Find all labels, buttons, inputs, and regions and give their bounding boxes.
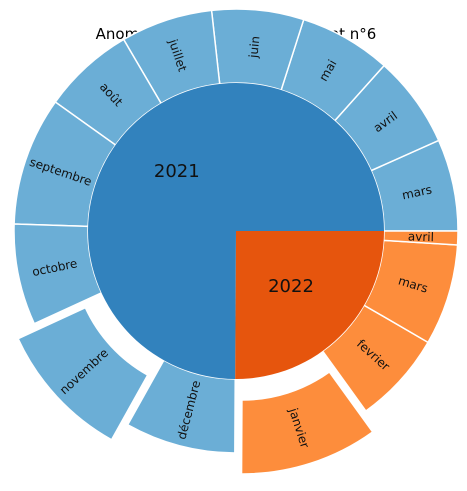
- month-wedge-2021-novembre: [17, 306, 149, 441]
- month-wedge-2021-decembre: [126, 359, 236, 454]
- year-label-2021: 2021: [154, 161, 200, 182]
- year-wedge-2022: [235, 231, 385, 380]
- month-ring: marsavrilmaijuinjuilletaoûtseptembreocto…: [13, 8, 459, 475]
- month-label-2021-mars: mars: [401, 182, 433, 202]
- month-label-2021-juin: juin: [246, 35, 262, 59]
- month-label-2022-avril: avril: [408, 229, 434, 244]
- month-wedge-2022-janvier: [240, 370, 374, 475]
- year-label-2022: 2022: [268, 276, 314, 297]
- year-wedge-2021: [88, 83, 385, 379]
- year-ring: 2021 2022: [88, 83, 385, 380]
